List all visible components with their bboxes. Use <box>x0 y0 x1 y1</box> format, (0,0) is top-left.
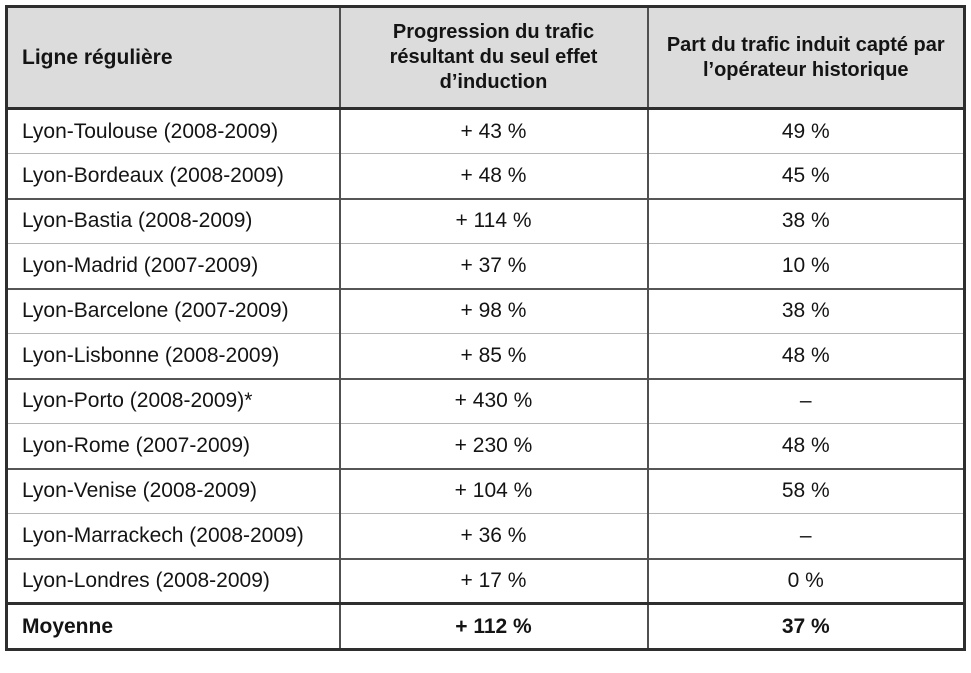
part-cell: – <box>646 378 965 424</box>
table-row: Lyon-Madrid (2007-2009) + 37 % 10 % <box>6 243 965 289</box>
column-header-progression-label: Progression du trafic résultant du seul … <box>389 21 598 93</box>
column-header-part: Part du trafic induit capté par l’opérat… <box>646 6 965 110</box>
line-name-cell: Lyon-Bastia (2008-2009) <box>22 209 253 233</box>
line-name-cell: Lyon-Venise (2008-2009) <box>22 479 258 503</box>
traffic-induction-table: Ligne régulière Progression du trafic ré… <box>5 5 966 651</box>
table-row: Lyon-Lisbonne (2008-2009) + 85 % 48 % <box>6 333 965 379</box>
column-header-part-label: Part du trafic induit capté par l’opérat… <box>666 33 945 81</box>
part-cell: 37 % <box>646 603 965 650</box>
part-cell: 49 % <box>646 108 965 154</box>
column-header-progression: Progression du trafic résultant du seul … <box>338 6 648 110</box>
part-cell: – <box>646 513 965 559</box>
progression-cell: + 36 % <box>338 513 648 559</box>
part-cell: 45 % <box>646 153 965 199</box>
progression-cell: + 37 % <box>338 243 648 289</box>
table-row: Lyon-Marrackech (2008-2009) + 36 % – <box>6 513 965 559</box>
line-name-cell: Moyenne <box>22 614 114 638</box>
part-cell: 38 % <box>646 198 965 244</box>
line-name-cell: Lyon-Lisbonne (2008-2009) <box>22 343 280 367</box>
line-name-cell: Lyon-Porto (2008-2009)* <box>22 389 253 413</box>
part-cell: 48 % <box>646 423 965 469</box>
table-row: Lyon-Bordeaux (2008-2009) + 48 % 45 % <box>6 153 965 199</box>
line-name-cell: Lyon-Bordeaux (2008-2009) <box>22 163 284 187</box>
table-row: Lyon-Londres (2008-2009) + 17 % 0 % <box>6 558 965 604</box>
progression-cell: + 114 % <box>338 198 648 244</box>
progression-cell: + 85 % <box>338 333 648 379</box>
progression-cell: + 230 % <box>338 423 648 469</box>
header-row: Ligne régulière Progression du trafic ré… <box>6 6 965 110</box>
part-cell: 58 % <box>646 468 965 514</box>
progression-cell: + 104 % <box>338 468 648 514</box>
line-name-cell: Lyon-Madrid (2007-2009) <box>22 253 259 277</box>
line-name-cell: Lyon-Londres (2008-2009) <box>22 568 270 592</box>
part-cell: 48 % <box>646 333 965 379</box>
table-body: Lyon-Toulouse (2008-2009) + 43 % 49 % Ly… <box>6 108 965 604</box>
column-header-line-label: Ligne régulière <box>22 46 173 69</box>
progression-cell: + 43 % <box>338 108 648 154</box>
line-name-cell: Lyon-Toulouse (2008-2009) <box>22 119 279 143</box>
progression-cell: + 112 % <box>338 603 648 650</box>
table-row: Lyon-Barcelone (2007-2009) + 98 % 38 % <box>6 288 965 334</box>
column-header-line: Ligne régulière <box>6 6 340 110</box>
data-table: Ligne régulière Progression du trafic ré… <box>5 5 966 651</box>
part-cell: 0 % <box>646 558 965 604</box>
part-cell: 10 % <box>646 243 965 289</box>
progression-cell: + 98 % <box>338 288 648 334</box>
table-row: Lyon-Toulouse (2008-2009) + 43 % 49 % <box>7 108 965 154</box>
line-name-cell: Lyon-Rome (2007-2009) <box>22 433 251 457</box>
table-row: Lyon-Bastia (2008-2009) + 114 % 38 % <box>6 198 965 244</box>
table-row: Lyon-Venise (2008-2009) + 104 % 58 % <box>6 468 965 514</box>
progression-cell: + 430 % <box>338 378 648 424</box>
progression-cell: + 17 % <box>338 558 648 604</box>
average-row: Moyenne + 112 % 37 % <box>6 603 965 650</box>
line-name-cell: Lyon-Marrackech (2008-2009) <box>22 523 304 547</box>
table-row: Lyon-Porto (2008-2009)* + 430 % – <box>6 378 965 424</box>
line-name-cell: Lyon-Barcelone (2007-2009) <box>22 299 289 323</box>
table-row: Lyon-Rome (2007-2009) + 230 % 48 % <box>6 423 965 469</box>
part-cell: 38 % <box>646 288 965 334</box>
progression-cell: + 48 % <box>338 153 648 199</box>
